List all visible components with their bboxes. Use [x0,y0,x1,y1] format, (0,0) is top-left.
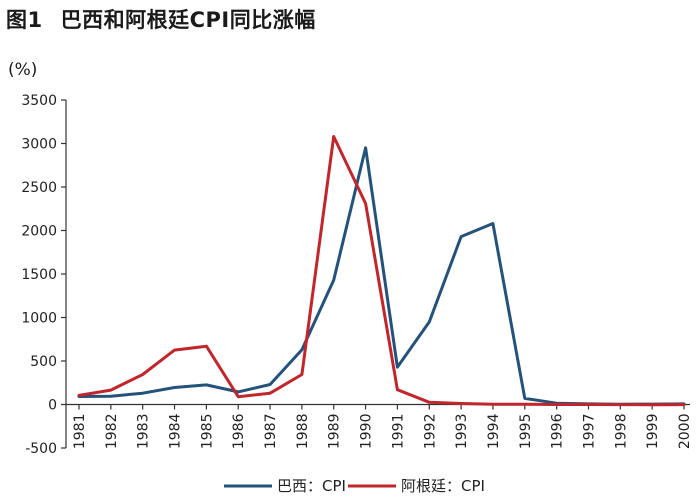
y-tick-label: 3000 [21,137,57,153]
x-tick-label: 1996 [550,413,566,449]
y-tick-label: 500 [30,354,57,370]
x-tick-label: 1981 [72,414,88,450]
legend: 巴西：CPI 阿根廷：CPI [224,477,485,495]
x-tick-label: 1993 [454,414,470,450]
series-line-brazil [77,146,686,406]
x-tick-label: 1992 [422,414,438,450]
figure-number: 图1 [6,8,43,32]
x-tick-label: 1990 [359,414,375,450]
y-tick-label: 0 [48,398,57,414]
x-tick-label: 1995 [518,414,534,450]
legend-label-brazil: 巴西：CPI [277,477,346,495]
y-tick-label: 1000 [21,311,57,327]
x-tick-label: 1988 [295,414,311,450]
x-tick-label: 1986 [231,413,247,449]
y-tick-label: -500 [25,441,57,457]
y-tick-label: 3500 [21,93,57,109]
x-tick-label: 1991 [390,414,406,450]
x-tick-label: 1982 [104,414,120,450]
y-axis-ticks: -500 0 500 1000 1500 2000 2500 3000 3500 [21,93,66,457]
x-tick-label: 1989 [327,414,343,450]
y-tick-label: 2000 [21,224,57,240]
x-tick-label: 1984 [168,413,184,449]
legend-label-argentina: 阿根廷：CPI [401,477,485,495]
x-tick-label: 1998 [613,414,629,450]
x-axis-ticks: 1981 1982 1983 1984 1985 1986 1987 1988 1989 1990… [72,404,693,450]
x-tick-label: 1999 [645,414,661,450]
x-tick-label: 1997 [581,414,597,450]
series-line-argentina [77,135,686,407]
figure-title: 图1 巴西和阿根廷CPI同比涨幅 [6,4,316,34]
y-axis-unit: (%) [8,60,38,80]
y-tick-label: 1500 [21,267,57,283]
x-tick-label: 2000 [677,414,693,450]
figure-title-text: 巴西和阿根廷CPI同比涨幅 [60,8,316,32]
x-tick-label: 1985 [199,414,215,450]
x-tick-label: 1983 [136,414,152,450]
x-tick-label: 1994 [486,413,502,449]
x-tick-label: 1987 [263,414,279,450]
series-lines [77,135,686,407]
y-tick-label: 2500 [21,180,57,196]
